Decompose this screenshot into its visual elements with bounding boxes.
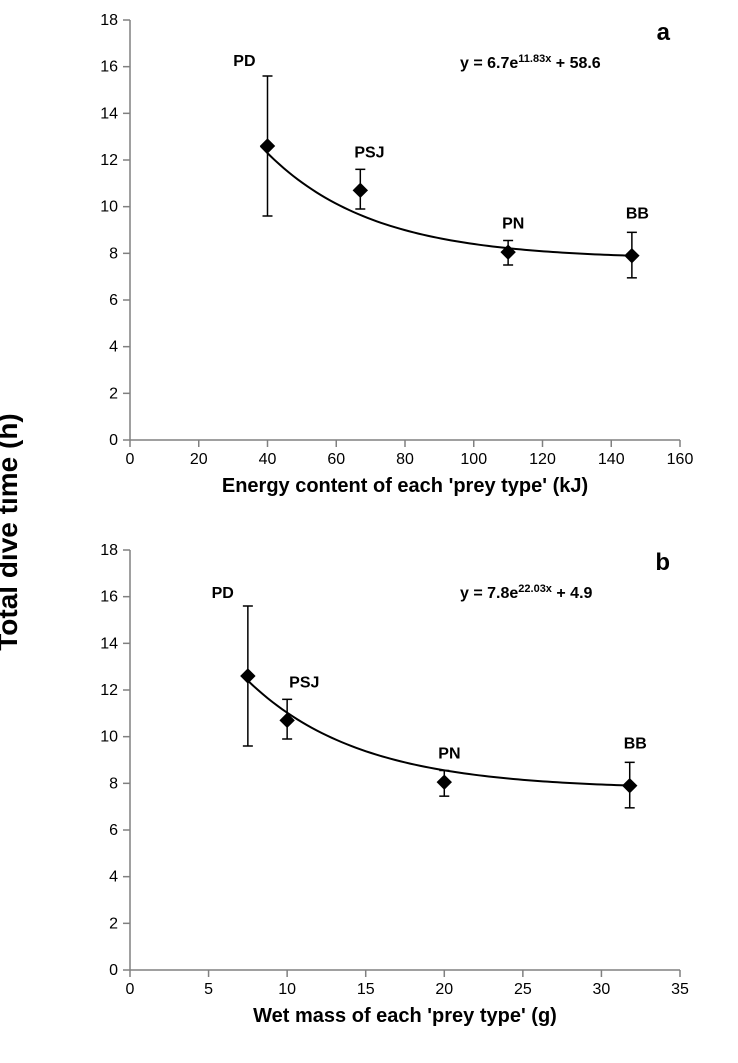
data-point-label: BB xyxy=(626,205,649,222)
data-point-label: PN xyxy=(502,216,524,233)
x-tick-label: 80 xyxy=(396,451,414,468)
data-point xyxy=(261,139,275,153)
data-point-label: PD xyxy=(212,585,234,602)
data-point xyxy=(625,249,639,263)
y-tick-label: 6 xyxy=(109,292,118,309)
fit-equation: y = 6.7e11.83x + 58.6 xyxy=(460,53,601,72)
x-tick-label: 40 xyxy=(259,451,277,468)
y-tick-label: 10 xyxy=(100,199,118,216)
data-point-label: PN xyxy=(438,746,460,763)
x-axis-label: Energy content of each 'prey type' (kJ) xyxy=(222,475,588,497)
x-tick-label: 20 xyxy=(190,451,208,468)
y-tick-label: 8 xyxy=(109,245,118,262)
x-tick-label: 5 xyxy=(204,981,213,998)
panel-label: a xyxy=(657,19,671,46)
x-tick-label: 120 xyxy=(529,451,556,468)
x-tick-label: 10 xyxy=(278,981,296,998)
y-tick-label: 12 xyxy=(100,152,118,169)
data-point-label: PD xyxy=(233,53,255,70)
y-tick-label: 16 xyxy=(100,589,118,606)
data-point xyxy=(353,183,367,197)
y-tick-label: 2 xyxy=(109,915,118,932)
y-tick-label: 2 xyxy=(109,385,118,402)
fit-equation: y = 7.8e22.03x + 4.9 xyxy=(460,583,593,602)
x-tick-label: 60 xyxy=(327,451,345,468)
y-tick-label: 18 xyxy=(100,12,118,29)
y-tick-label: 0 xyxy=(109,432,118,449)
panel-label: b xyxy=(655,549,670,576)
y-tick-label: 16 xyxy=(100,59,118,76)
y-tick-label: 14 xyxy=(100,635,118,652)
x-tick-label: 0 xyxy=(126,451,135,468)
global-y-axis-label: Total dive time (h) xyxy=(0,413,24,651)
data-point-label: PSJ xyxy=(354,144,384,161)
x-tick-label: 20 xyxy=(435,981,453,998)
data-point xyxy=(241,669,255,683)
y-tick-label: 8 xyxy=(109,775,118,792)
data-point-label: PSJ xyxy=(289,674,319,691)
x-tick-label: 0 xyxy=(126,981,135,998)
x-tick-label: 100 xyxy=(460,451,487,468)
y-tick-label: 4 xyxy=(109,339,118,356)
fit-curve xyxy=(261,146,632,256)
fit-curve xyxy=(243,676,636,786)
y-tick-label: 12 xyxy=(100,682,118,699)
data-point-label: BB xyxy=(624,735,647,752)
x-tick-label: 140 xyxy=(598,451,625,468)
x-tick-label: 30 xyxy=(593,981,611,998)
panel-a: 0 20 40 60 80 100 120 140 160 0 2 4 6 8 10 12 14 16 18 Ener… xyxy=(60,0,720,520)
x-tick-label: 35 xyxy=(671,981,689,998)
data-point xyxy=(623,779,637,793)
y-tick-label: 4 xyxy=(109,869,118,886)
figure-root: Total dive time (h) 02040608010012014016… xyxy=(0,0,738,1063)
x-tick-label: 15 xyxy=(357,981,375,998)
y-tick-label: 6 xyxy=(109,822,118,839)
x-axis-label: Wet mass of each 'prey type' (g) xyxy=(253,1005,557,1027)
x-tick-label: 160 xyxy=(667,451,694,468)
y-tick-label: 18 xyxy=(100,542,118,559)
y-tick-label: 14 xyxy=(100,105,118,122)
x-tick-label: 25 xyxy=(514,981,532,998)
y-tick-label: 0 xyxy=(109,962,118,979)
data-point xyxy=(437,775,451,789)
panel-b: 0 5 10 15 20 25 30 35 0 2 4 6 8 10 12 14 16 18 Wet mass of… xyxy=(60,530,720,1060)
y-tick-label: 10 xyxy=(100,729,118,746)
